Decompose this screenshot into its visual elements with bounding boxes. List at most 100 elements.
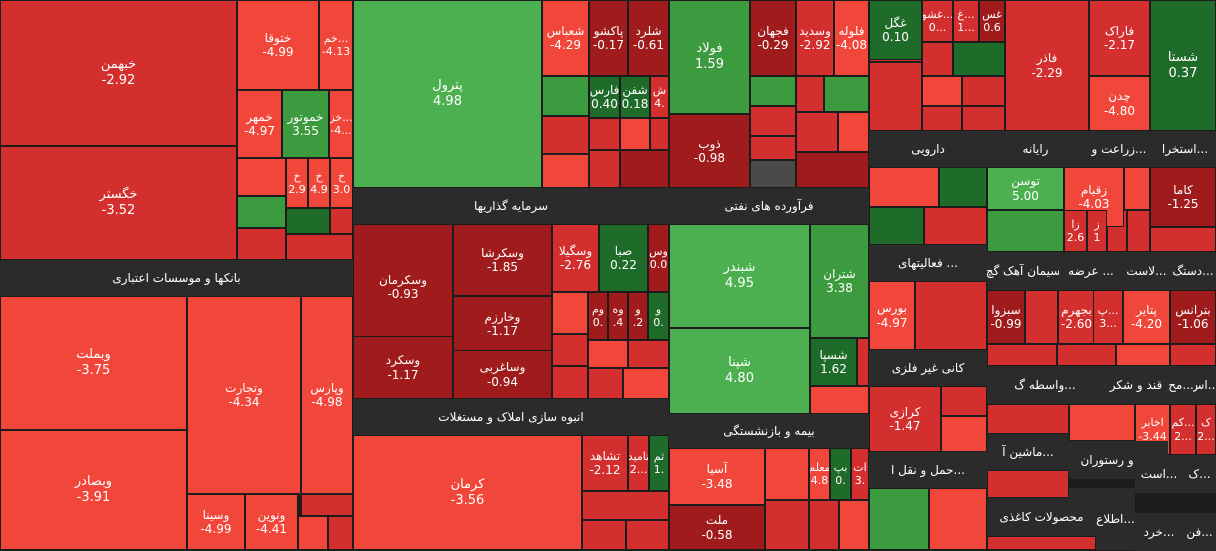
stock-tile[interactable]: وساغربی -0.94 — [453, 350, 552, 399]
sector-header[interactable]: فعالیتهای ... — [869, 245, 987, 281]
treemap-cell[interactable] — [301, 494, 353, 516]
sector-header[interactable]: سیمان آهک گچ — [987, 252, 1059, 290]
sector-header[interactable]: ماشین آ... — [987, 434, 1069, 470]
stock-tile[interactable]: ات 3. — [851, 448, 869, 500]
treemap-cell[interactable] — [809, 500, 839, 550]
stock-tile[interactable]: شسپا 1.62 — [810, 338, 857, 386]
stock-tile[interactable]: کم... 2... — [1170, 404, 1196, 455]
treemap-cell[interactable] — [796, 112, 838, 152]
stock-tile[interactable]: کاما -1.25 — [1150, 167, 1216, 227]
treemap-cell[interactable] — [542, 116, 589, 154]
treemap-cell[interactable] — [987, 404, 1069, 434]
stock-tile[interactable]: غ... 1... — [953, 0, 979, 42]
treemap-cell[interactable] — [1116, 344, 1170, 366]
treemap-cell[interactable] — [796, 76, 824, 112]
sector-header[interactable]: است... — [1135, 455, 1183, 493]
stock-tile[interactable]: وسینا -4.99 — [187, 494, 245, 550]
treemap-cell[interactable] — [1069, 404, 1135, 441]
treemap-cell[interactable] — [620, 150, 669, 188]
stock-tile[interactable]: پتایر -4.20 — [1123, 290, 1170, 344]
stock-tile[interactable]: آسیا -3.48 — [669, 448, 765, 505]
stock-tile[interactable]: خز... -4... — [329, 90, 353, 158]
treemap-cell[interactable] — [237, 196, 286, 228]
treemap-cell[interactable] — [750, 160, 796, 188]
sector-header[interactable]: فن... — [1183, 513, 1216, 551]
treemap-cell[interactable] — [620, 118, 650, 150]
stock-tile[interactable]: وبملت -3.75 — [0, 296, 187, 430]
treemap-cell[interactable] — [542, 154, 589, 188]
sector-header[interactable]: اس... — [1193, 366, 1216, 404]
stock-tile[interactable]: کرمان -3.56 — [353, 435, 582, 550]
stock-tile[interactable]: وسگیلا -2.76 — [552, 224, 599, 292]
sector-header[interactable]: مح... — [1169, 366, 1193, 404]
treemap-cell[interactable] — [941, 416, 987, 452]
stock-tile[interactable]: فولاد 1.59 — [669, 0, 750, 114]
treemap-cell[interactable] — [915, 281, 987, 350]
treemap-cell[interactable] — [953, 42, 1005, 76]
stock-tile[interactable]: چدن -4.80 — [1089, 76, 1150, 131]
treemap-cell[interactable] — [987, 210, 1064, 252]
treemap-cell[interactable] — [750, 136, 796, 160]
treemap-cell[interactable] — [838, 112, 869, 152]
stock-tile[interactable]: وم 0. — [588, 292, 608, 340]
stock-tile[interactable]: شعباس -4.29 — [542, 0, 589, 76]
treemap-cell[interactable] — [929, 488, 987, 550]
treemap-cell[interactable] — [589, 118, 620, 150]
treemap-cell[interactable] — [542, 76, 589, 116]
stock-tile[interactable]: و 0. — [648, 292, 669, 340]
sector-header[interactable]: دارویی — [869, 131, 987, 167]
stock-tile[interactable]: وسکرمان -0.93 — [353, 224, 453, 350]
stock-tile[interactable]: شپنا 4.80 — [669, 328, 810, 414]
stock-tile[interactable]: غگل 0.10 — [869, 0, 922, 60]
treemap-cell[interactable] — [623, 368, 669, 399]
stock-tile[interactable]: شتران 3.38 — [810, 224, 869, 338]
sector-header[interactable]: قند و شکر — [1103, 366, 1169, 404]
stock-tile[interactable]: و .2 — [628, 292, 648, 340]
stock-tile[interactable]: خمهر -4.97 — [237, 90, 282, 158]
stock-tile[interactable]: وپارس -4.98 — [301, 296, 353, 494]
stock-tile[interactable]: وخارزم -1.17 — [453, 296, 552, 352]
stock-tile[interactable]: خگستر -3.52 — [0, 146, 237, 260]
stock-tile[interactable]: غس 0.6 — [979, 0, 1005, 42]
treemap-cell[interactable] — [582, 520, 626, 550]
sector-header[interactable]: اطلاع... — [1096, 488, 1135, 550]
sector-header[interactable]: محصولات کاغذی — [987, 498, 1096, 536]
treemap-cell[interactable] — [588, 340, 628, 368]
stock-tile[interactable]: خ 3.0 — [330, 158, 353, 208]
stock-tile[interactable]: پاکشو -0.17 — [589, 0, 628, 76]
stock-tile[interactable]: وتجارت -4.34 — [187, 296, 301, 494]
treemap-cell[interactable] — [824, 76, 869, 112]
treemap-cell[interactable] — [987, 344, 1057, 366]
stock-tile[interactable]: ذوب -0.98 — [669, 114, 750, 188]
stock-tile[interactable]: زقیام -4.03 — [1064, 167, 1124, 227]
treemap-cell[interactable] — [765, 500, 809, 550]
treemap-cell[interactable] — [796, 152, 869, 188]
stock-tile[interactable]: خم... -4.13 — [319, 0, 353, 90]
sector-header[interactable]: دستگ... — [1170, 252, 1216, 290]
treemap-cell[interactable] — [941, 386, 987, 416]
treemap-cell[interactable] — [552, 292, 588, 334]
treemap-cell[interactable] — [750, 76, 796, 106]
sector-header[interactable]: عرضه ... — [1059, 252, 1123, 290]
treemap-cell[interactable] — [922, 76, 962, 106]
stock-tile[interactable]: زا 2.6 — [1064, 210, 1087, 252]
stock-tile[interactable]: وسکرد -1.17 — [353, 336, 453, 399]
stock-tile[interactable]: غشو... 0... — [922, 0, 953, 42]
stock-tile[interactable]: خبهمن -2.92 — [0, 0, 237, 146]
sector-header[interactable]: بانکها و موسسات اعتباری — [0, 260, 353, 296]
treemap-cell[interactable] — [237, 228, 286, 260]
stock-tile[interactable]: شلرد -0.61 — [628, 0, 669, 76]
treemap-cell[interactable] — [552, 366, 588, 399]
treemap-cell[interactable] — [857, 338, 869, 386]
stock-tile[interactable]: ونوین -4.41 — [245, 494, 298, 550]
treemap-cell[interactable] — [987, 536, 1096, 550]
treemap-cell[interactable] — [1170, 344, 1216, 366]
stock-tile[interactable]: پترول 4.98 — [353, 0, 542, 188]
sector-header[interactable]: زراعت و... — [1084, 131, 1154, 167]
treemap-cell[interactable] — [582, 491, 669, 520]
stock-tile[interactable]: معلم 4.8 — [809, 448, 830, 500]
stock-tile[interactable]: فاذر -2.29 — [1005, 0, 1089, 131]
treemap-cell[interactable] — [589, 150, 620, 188]
sector-header[interactable]: فرآورده های نفتی — [669, 188, 869, 224]
